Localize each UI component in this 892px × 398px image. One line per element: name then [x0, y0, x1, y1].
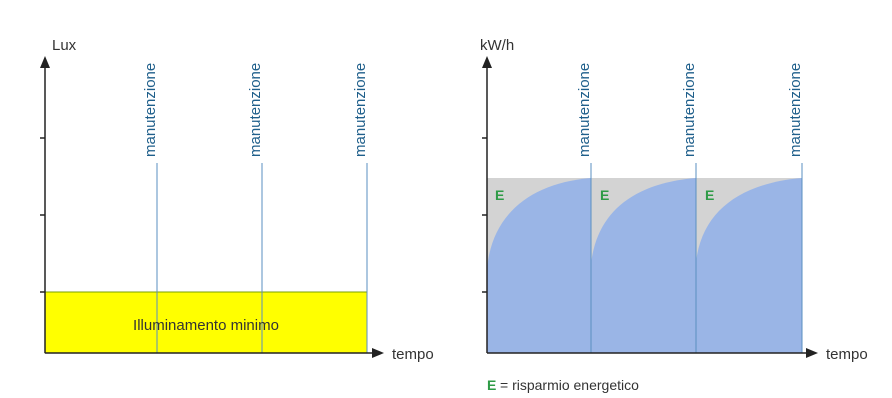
left-y-axis-arrow	[40, 56, 50, 68]
left-maintenance-label-1: manutenzione	[142, 63, 159, 157]
minimum-illumination-label: Illuminamento minimo	[133, 317, 279, 334]
right-x-axis-arrow	[806, 348, 818, 358]
right-y-axis-label: kW/h	[480, 37, 514, 54]
legend-text: = risparmio energetico	[500, 377, 639, 393]
energy-saving-marker-3: E	[705, 187, 714, 203]
energy-consumption-area-3	[696, 178, 802, 353]
energy-saving-marker-1: E	[495, 187, 504, 203]
energy-consumption-area-1	[487, 178, 591, 353]
energy-consumption-area-2	[591, 178, 696, 353]
left-maintenance-label-3: manutenzione	[352, 63, 369, 157]
right-x-axis-label: tempo	[826, 346, 868, 363]
left-y-axis-label: Lux	[52, 37, 77, 54]
legend-symbol: E	[487, 377, 496, 393]
right-maintenance-label-1: manutenzione	[576, 63, 593, 157]
right-chart: kW/h tempo manutenzione manutenzione man…	[480, 37, 868, 363]
left-maintenance-label-2: manutenzione	[247, 63, 264, 157]
left-x-axis-arrow	[372, 348, 384, 358]
right-maintenance-label-3: manutenzione	[787, 63, 804, 157]
energy-saving-marker-2: E	[600, 187, 609, 203]
minimum-illumination-box	[44, 291, 368, 354]
right-maintenance-label-2: manutenzione	[681, 63, 698, 157]
right-y-axis-arrow	[482, 56, 492, 68]
left-chart: Lux tempo manutenzione manutenzione manu…	[40, 37, 434, 363]
legend: E = risparmio energetico	[487, 377, 639, 393]
left-x-axis-label: tempo	[392, 346, 434, 363]
